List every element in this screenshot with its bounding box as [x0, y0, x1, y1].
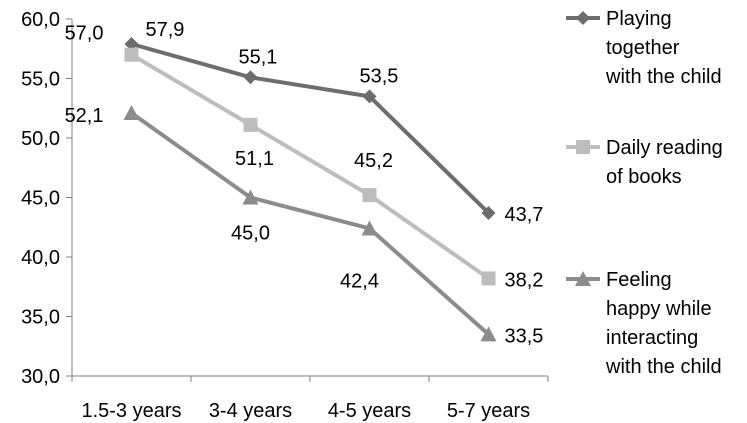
legend-marker-triangle [575, 271, 591, 286]
series-line [130, 52, 490, 281]
data-label: 33,5 [505, 325, 544, 347]
legend-label: together [606, 37, 680, 59]
legend-item: Daily reading of books [566, 137, 723, 188]
y-tick-label: 55,0 [21, 69, 60, 91]
series-line [130, 111, 490, 336]
data-label: 51,1 [235, 148, 274, 170]
data-point-square [481, 271, 496, 286]
data-labels: 57,9 55,1 53,5 43,7 57,0 51,1 45,2 38,2 52,1 45,0… [65, 19, 544, 347]
y-tick-label: 30,0 [21, 366, 60, 388]
legend: Playing together with the child Daily readi… [566, 8, 723, 378]
legend-marker-diamond [576, 11, 590, 25]
data-label: 52,1 [65, 105, 104, 127]
data-label: 45,2 [354, 150, 393, 172]
legend-label: interacting [606, 327, 698, 349]
data-point-square [243, 117, 258, 132]
series-diamond [124, 36, 496, 220]
legend-label: of books [606, 166, 682, 188]
x-tick-label: 5-7 years [447, 400, 530, 422]
data-point-diamond [124, 36, 139, 51]
data-label: 57,0 [65, 23, 104, 45]
y-tick-label: 50,0 [21, 128, 60, 150]
y-tick-label: 40,0 [21, 247, 60, 269]
y-tick-label: 60,0 [21, 9, 60, 31]
legend-marker-square [576, 140, 590, 154]
legend-label: with the child [605, 356, 722, 378]
legend-label: Feeling [606, 269, 672, 291]
legend-label: with the child [605, 66, 722, 88]
x-tick-label: 1.5-3 years [81, 400, 181, 422]
x-tick-label: 3-4 years [209, 400, 292, 422]
y-tick-label: 45,0 [21, 188, 60, 210]
series-layer [123, 36, 497, 342]
series-square [124, 47, 496, 286]
data-label: 43,7 [505, 204, 544, 226]
data-label: 45,0 [231, 223, 270, 245]
data-point-triangle [123, 105, 140, 121]
data-point-diamond [362, 89, 377, 104]
data-point-square [124, 47, 139, 62]
x-tick-label: 4-5 years [328, 400, 411, 422]
axes: 30,0 35,0 40,0 45,0 50,0 55,0 60,0 1.5-3 years 3… [21, 9, 549, 422]
legend-label: Daily reading [606, 137, 723, 159]
legend-label: Playing [606, 8, 672, 30]
data-label: 57,9 [146, 19, 185, 41]
data-label: 42,4 [340, 270, 379, 292]
data-label: 55,1 [239, 46, 278, 68]
y-tick-label: 35,0 [21, 307, 60, 329]
legend-item: Feeling happy while interacting with the ch… [566, 269, 722, 378]
legend-label: happy while [606, 298, 712, 320]
data-label: 38,2 [505, 269, 544, 291]
data-label: 53,5 [360, 65, 399, 87]
data-point-diamond [481, 205, 496, 220]
data-point-triangle [361, 220, 378, 236]
data-point-diamond [243, 70, 258, 85]
data-point-square [362, 188, 377, 203]
data-point-triangle [242, 189, 259, 205]
data-point-triangle [480, 326, 497, 342]
series-triangle [123, 105, 497, 342]
legend-item: Playing together with the child [566, 8, 722, 88]
series-line [130, 42, 490, 215]
